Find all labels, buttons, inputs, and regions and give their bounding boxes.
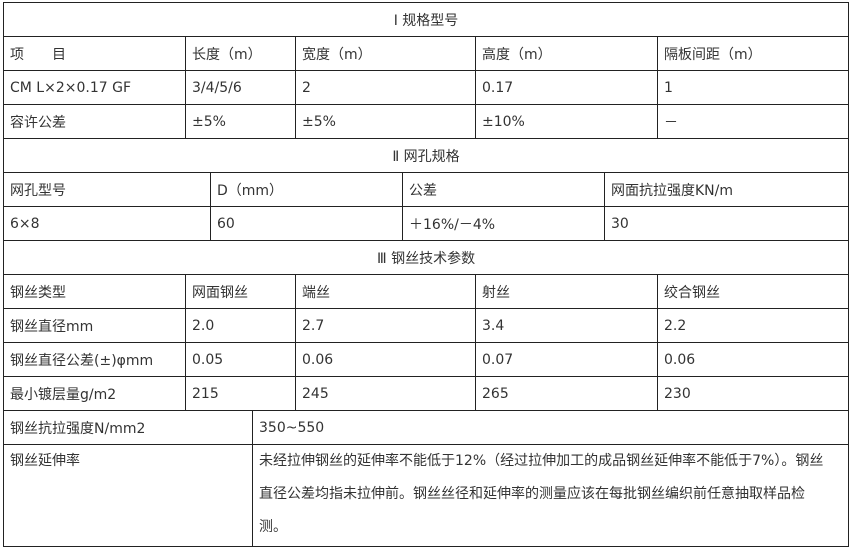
table-cell: － — [656, 104, 850, 139]
table-cell: 2 — [295, 70, 476, 105]
table-cell: 3/4/5/6 — [185, 70, 296, 105]
header-cell: D（mm） — [210, 172, 403, 207]
table-cell: 2.7 — [295, 308, 476, 343]
header-cell: 钢丝类型 — [3, 274, 186, 309]
table-cell: ±10% — [475, 104, 658, 139]
table-row: 钢丝直径mm 2.0 2.7 3.4 2.2 — [3, 308, 850, 343]
table-cell: ±5% — [185, 104, 296, 139]
table-cell: 钢丝直径mm — [3, 308, 186, 343]
table-cell: 3.4 — [475, 308, 658, 343]
table-cell: 最小镀层量g/m2 — [3, 376, 186, 411]
table-header-row: 钢丝类型 网面钢丝 端丝 射丝 绞合钢丝 — [3, 274, 850, 309]
table-cell: 60 — [210, 206, 403, 241]
table-cell: 容许公差 — [3, 104, 186, 139]
table-cell: 30 — [603, 206, 850, 241]
header-cell: 网孔型号 — [3, 172, 211, 207]
table-cell: CM L×2×0.17 GF — [3, 70, 186, 105]
table-cell: ±5% — [295, 104, 476, 139]
table-row: 钢丝延伸率 未经拉伸钢丝的延伸率不能低于12%（经过拉伸加工的成品钢丝延伸率不能… — [3, 444, 849, 547]
section-3-title: Ⅲ 钢丝技术参数 — [2, 241, 850, 275]
strength-value: 350~550 — [252, 411, 849, 445]
header-cell: 长度（m） — [185, 36, 296, 71]
section-3-extra: 钢丝抗拉强度N/mm2 350~550 钢丝延伸率 未经拉伸钢丝的延伸率不能低于… — [3, 411, 849, 547]
header-cell: 绞合钢丝 — [656, 274, 850, 309]
table-row: 容许公差 ±5% ±5% ±10% － — [3, 104, 850, 139]
table-cell: ＋16%/－4% — [402, 206, 605, 241]
table-header-row: 项 目 长度（m） 宽度（m） 高度（m） 隔板间距（m） — [3, 36, 850, 71]
table-header-row: 网孔型号 D（mm） 公差 网面抗拉强度KN/m — [3, 172, 850, 207]
table-row: 最小镀层量g/m2 215 245 265 230 — [3, 376, 850, 411]
header-cell: 网面钢丝 — [185, 274, 296, 309]
table-row: 6×8 60 ＋16%/－4% 30 — [3, 206, 850, 241]
table-cell: 0.05 — [185, 342, 296, 377]
strength-label: 钢丝抗拉强度N/mm2 — [3, 411, 253, 445]
header-cell: 高度（m） — [475, 36, 658, 71]
elongation-label: 钢丝延伸率 — [3, 444, 253, 547]
section-1-title: Ⅰ 规格型号 — [2, 2, 850, 37]
section-2-title: Ⅱ 网孔规格 — [2, 139, 850, 173]
table-cell: 2.2 — [656, 308, 850, 343]
header-cell: 隔板间距（m） — [656, 36, 850, 71]
header-cell: 射丝 — [475, 274, 658, 309]
table-cell: 6×8 — [3, 206, 211, 241]
header-cell: 项 目 — [3, 36, 186, 71]
table-cell: 2.0 — [185, 308, 296, 343]
table-row: 钢丝抗拉强度N/mm2 350~550 — [3, 411, 849, 445]
table-cell: 245 — [295, 376, 476, 411]
table-cell: 0.06 — [295, 342, 476, 377]
section-2: Ⅱ 网孔规格 网孔型号 D（mm） 公差 网面抗拉强度KN/m 6×8 60 ＋… — [2, 139, 850, 241]
header-cell: 宽度（m） — [295, 36, 476, 71]
table-cell: 1 — [656, 70, 850, 105]
table-cell: 215 — [185, 376, 296, 411]
table-row: CM L×2×0.17 GF 3/4/5/6 2 0.17 1 — [3, 70, 850, 105]
table-cell: 0.07 — [475, 342, 658, 377]
elongation-value: 未经拉伸钢丝的延伸率不能低于12%（经过拉伸加工的成品钢丝延伸率不能低于7%）。… — [252, 444, 849, 547]
section-1: Ⅰ 规格型号 项 目 长度（m） 宽度（m） 高度（m） 隔板间距（m） CM … — [2, 2, 850, 139]
table-row: 钢丝直径公差(±)φmm 0.05 0.06 0.07 0.06 — [3, 342, 850, 377]
table-cell: 230 — [656, 376, 850, 411]
section-3: Ⅲ 钢丝技术参数 钢丝类型 网面钢丝 端丝 射丝 绞合钢丝 钢丝直径mm 2.0… — [2, 241, 850, 411]
header-cell: 端丝 — [295, 274, 476, 309]
table-cell: 0.17 — [475, 70, 658, 105]
header-cell: 网面抗拉强度KN/m — [603, 172, 850, 207]
header-cell: 公差 — [402, 172, 605, 207]
table-cell: 钢丝直径公差(±)φmm — [3, 342, 186, 377]
table-cell: 0.06 — [656, 342, 850, 377]
table-cell: 265 — [475, 376, 658, 411]
